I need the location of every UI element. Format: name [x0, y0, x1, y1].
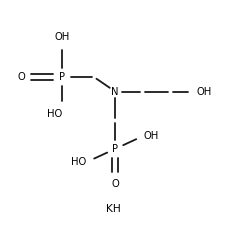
Text: O: O [111, 179, 119, 189]
Text: OH: OH [54, 32, 70, 42]
Text: P: P [112, 144, 118, 154]
Text: KH: KH [105, 204, 120, 215]
Text: OH: OH [196, 87, 211, 97]
Text: O: O [17, 72, 25, 82]
Text: HO: HO [47, 109, 62, 119]
Text: N: N [111, 87, 118, 97]
Text: HO: HO [71, 157, 86, 167]
Text: OH: OH [143, 131, 158, 141]
Text: P: P [59, 72, 65, 82]
